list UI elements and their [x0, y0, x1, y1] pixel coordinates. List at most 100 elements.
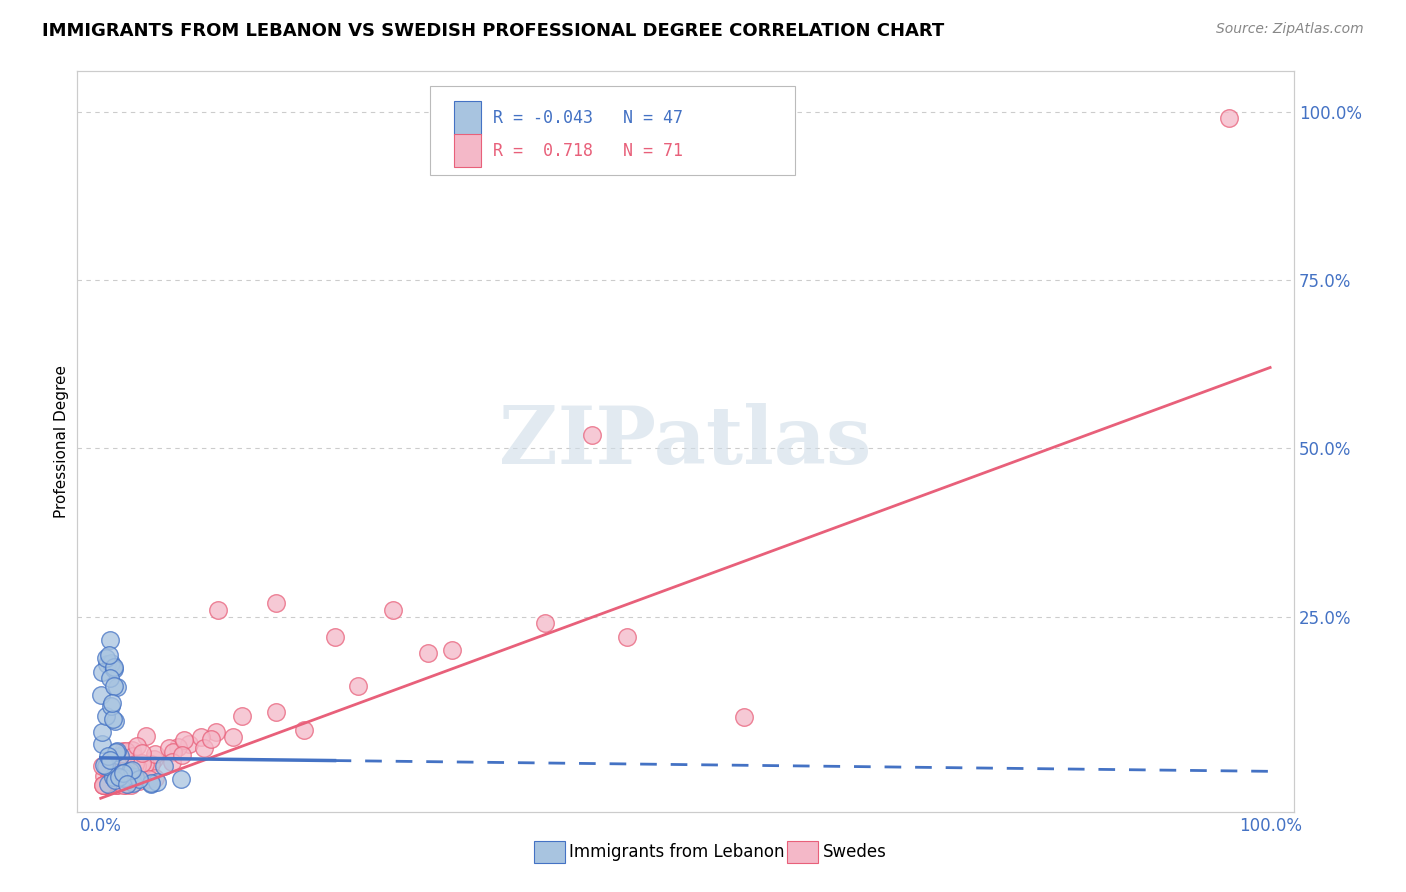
FancyBboxPatch shape [430, 87, 794, 175]
Point [114, 765, 136, 780]
Point [382, 603, 405, 617]
Point [103, 777, 125, 791]
Point [292, 723, 315, 737]
Point [104, 765, 127, 780]
Point [105, 778, 128, 792]
Point [193, 740, 215, 755]
Point [124, 770, 146, 784]
Point [96, 657, 118, 672]
Text: Swedes: Swedes [823, 843, 886, 861]
Point [231, 708, 253, 723]
Point [115, 744, 138, 758]
Point [124, 756, 146, 771]
Point [97, 777, 120, 791]
Point [111, 778, 134, 792]
Point [146, 775, 169, 789]
Point [100, 698, 122, 713]
Point [264, 596, 287, 610]
Point [90, 688, 112, 702]
Point [170, 747, 193, 762]
Point [96, 761, 118, 775]
Point [128, 773, 150, 788]
Point [125, 758, 148, 772]
Point [142, 752, 165, 766]
Y-axis label: Professional Degree: Professional Degree [53, 365, 69, 518]
Point [153, 758, 176, 772]
Point [1218, 112, 1240, 126]
Point [440, 643, 463, 657]
Point [162, 745, 184, 759]
Point [205, 725, 228, 739]
Point [162, 755, 184, 769]
Point [222, 730, 245, 744]
Point [103, 679, 125, 693]
Point [105, 680, 128, 694]
Point [141, 776, 163, 790]
Text: Immigrants from Lebanon: Immigrants from Lebanon [569, 843, 785, 861]
Point [122, 749, 145, 764]
Point [616, 630, 638, 644]
Point [264, 705, 287, 719]
Point [96, 748, 118, 763]
Bar [454, 102, 481, 135]
Point [100, 753, 122, 767]
Point [96, 759, 118, 773]
Point [200, 731, 222, 746]
Point [104, 767, 127, 781]
Point [103, 713, 125, 727]
Point [581, 427, 603, 442]
Point [100, 755, 122, 769]
Point [100, 777, 122, 791]
Text: IMMIGRANTS FROM LEBANON VS SWEDISH PROFESSIONAL DEGREE CORRELATION CHART: IMMIGRANTS FROM LEBANON VS SWEDISH PROFE… [42, 22, 945, 40]
Point [157, 740, 180, 755]
Point [733, 710, 755, 724]
Point [323, 630, 346, 644]
Point [91, 737, 114, 751]
Point [103, 770, 125, 784]
Point [107, 744, 129, 758]
Point [117, 772, 139, 787]
Point [94, 651, 117, 665]
Point [94, 778, 117, 792]
Point [91, 778, 114, 792]
Text: R = -0.043   N = 47: R = -0.043 N = 47 [494, 109, 683, 127]
Point [110, 754, 132, 768]
Point [118, 764, 141, 778]
Point [179, 737, 201, 751]
Point [166, 740, 188, 755]
Point [118, 768, 141, 782]
Point [111, 764, 134, 779]
Point [104, 772, 127, 787]
Point [170, 772, 193, 787]
Point [94, 709, 117, 723]
Point [98, 633, 121, 648]
Point [347, 679, 370, 693]
Point [143, 747, 166, 762]
Point [534, 616, 557, 631]
Point [93, 778, 115, 792]
Point [121, 763, 143, 777]
Point [117, 777, 139, 791]
Point [190, 730, 212, 744]
Point [101, 697, 124, 711]
Point [139, 756, 162, 771]
Point [98, 776, 121, 790]
Point [135, 729, 157, 743]
Point [131, 746, 153, 760]
Point [121, 763, 143, 777]
Point [91, 778, 114, 792]
Point [103, 775, 125, 789]
Point [128, 772, 150, 786]
Point [121, 743, 143, 757]
Point [131, 756, 153, 771]
Point [112, 744, 135, 758]
Point [141, 777, 163, 791]
Point [98, 671, 121, 685]
Point [138, 772, 160, 786]
Point [121, 776, 143, 790]
Point [104, 714, 127, 729]
Point [112, 766, 135, 780]
Point [97, 648, 120, 662]
Point [114, 769, 136, 783]
Point [97, 762, 120, 776]
